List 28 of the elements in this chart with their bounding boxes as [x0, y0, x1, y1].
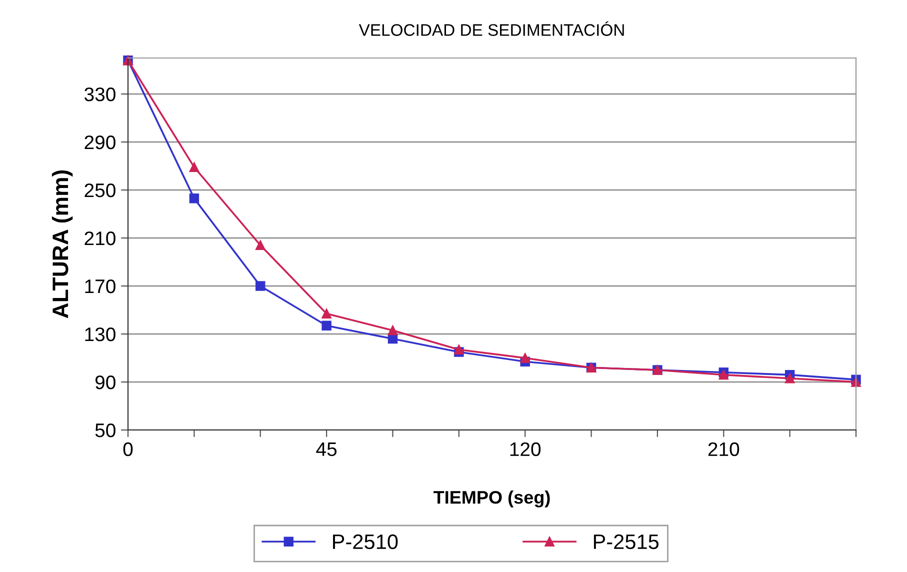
x-tick-label: 210 [708, 442, 740, 456]
legend-label: P-2515 [594, 534, 659, 550]
x-tick-label: 45 [316, 442, 337, 456]
point [322, 320, 332, 330]
point [718, 370, 728, 380]
y-axis-title: ALTURA (mm) [52, 170, 73, 318]
point [189, 194, 200, 204]
chart-title: VELOCIDAD DE SEDIMENTACIÓN [358, 21, 624, 36]
x-tick-label: 120 [510, 442, 541, 456]
x-tick-label: 0 [123, 442, 133, 456]
y-tick-label: 170 [85, 279, 116, 294]
y-tick-label: 50 [95, 423, 116, 438]
point [256, 281, 266, 291]
point [454, 344, 464, 354]
y-tick-label: 90 [95, 375, 116, 390]
point [189, 162, 200, 172]
point [520, 353, 530, 363]
point [388, 326, 398, 336]
point [256, 240, 266, 250]
y-tick-label: 250 [84, 183, 116, 198]
y-tick-label: 210 [84, 231, 116, 246]
y-tick-label: 290 [84, 135, 116, 150]
point [322, 308, 332, 318]
y-tick-label: 130 [85, 327, 116, 342]
legend-label: P-2510 [333, 534, 398, 550]
y-tick-label: 330 [84, 87, 116, 102]
point [784, 374, 795, 384]
x-axis-title: TIEMPO (seg) [434, 490, 550, 508]
